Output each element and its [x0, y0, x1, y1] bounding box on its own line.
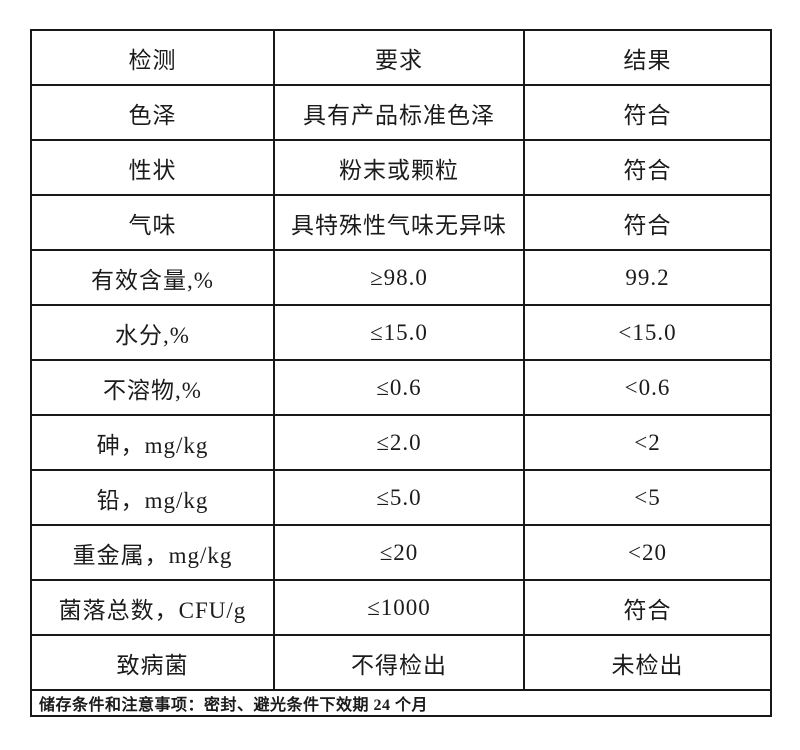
table-row-color: 色泽 具有产品标准色泽 符合: [30, 84, 772, 141]
test-name-cell: 水分,%: [30, 304, 275, 361]
table-header-row: 检测 要求 结果: [30, 29, 772, 86]
result-cell: <5: [523, 469, 772, 526]
column-header-result: 结果: [523, 29, 772, 86]
result-cell: <20: [523, 524, 772, 581]
result-cell: 符合: [523, 139, 772, 196]
test-name-cell: 色泽: [30, 84, 275, 141]
inspection-spec-table: 检测 要求 结果 色泽 具有产品标准色泽 符合 性状 粉末或颗粒 符合 气味 具…: [30, 29, 772, 717]
test-name-cell: 致病菌: [30, 634, 275, 691]
table-row-total-plate-count: 菌落总数，CFU/g ≤1000 符合: [30, 579, 772, 636]
table-row-odor: 气味 具特殊性气味无异味 符合: [30, 194, 772, 251]
table-row-assay: 有效含量,% ≥98.0 99.2: [30, 249, 772, 306]
requirement-cell: 不得检出: [273, 634, 525, 691]
requirement-cell: ≤1000: [273, 579, 525, 636]
test-name-cell: 气味: [30, 194, 275, 251]
requirement-cell: ≤20: [273, 524, 525, 581]
requirement-cell: ≥98.0: [273, 249, 525, 306]
table-row-pathogens: 致病菌 不得检出 未检出: [30, 634, 772, 691]
requirement-cell: ≤2.0: [273, 414, 525, 471]
result-cell: <15.0: [523, 304, 772, 361]
requirement-cell: ≤15.0: [273, 304, 525, 361]
test-name-cell: 菌落总数，CFU/g: [30, 579, 275, 636]
result-cell: 符合: [523, 84, 772, 141]
test-name-cell: 铅，mg/kg: [30, 469, 275, 526]
result-cell: 99.2: [523, 249, 772, 306]
column-header-test: 检测: [30, 29, 275, 86]
requirement-cell: ≤5.0: [273, 469, 525, 526]
test-name-cell: 砷，mg/kg: [30, 414, 275, 471]
result-cell: 符合: [523, 194, 772, 251]
requirement-cell: 具有产品标准色泽: [273, 84, 525, 141]
table-row-heavy-metals: 重金属，mg/kg ≤20 <20: [30, 524, 772, 581]
table-row-lead: 铅，mg/kg ≤5.0 <5: [30, 469, 772, 526]
result-cell: 未检出: [523, 634, 772, 691]
requirement-cell: ≤0.6: [273, 359, 525, 416]
column-header-requirement: 要求: [273, 29, 525, 86]
table-row-appearance: 性状 粉末或颗粒 符合: [30, 139, 772, 196]
table-row-moisture: 水分,% ≤15.0 <15.0: [30, 304, 772, 361]
test-name-cell: 重金属，mg/kg: [30, 524, 275, 581]
storage-note: 储存条件和注意事项：密封、避光条件下效期 24 个月: [30, 689, 772, 717]
requirement-cell: 粉末或颗粒: [273, 139, 525, 196]
result-cell: 符合: [523, 579, 772, 636]
table-row-insolubles: 不溶物,% ≤0.6 <0.6: [30, 359, 772, 416]
result-cell: <0.6: [523, 359, 772, 416]
test-name-cell: 不溶物,%: [30, 359, 275, 416]
table-row-arsenic: 砷，mg/kg ≤2.0 <2: [30, 414, 772, 471]
requirement-cell: 具特殊性气味无异味: [273, 194, 525, 251]
test-name-cell: 有效含量,%: [30, 249, 275, 306]
test-name-cell: 性状: [30, 139, 275, 196]
storage-note-row: 储存条件和注意事项：密封、避光条件下效期 24 个月: [30, 689, 772, 717]
result-cell: <2: [523, 414, 772, 471]
